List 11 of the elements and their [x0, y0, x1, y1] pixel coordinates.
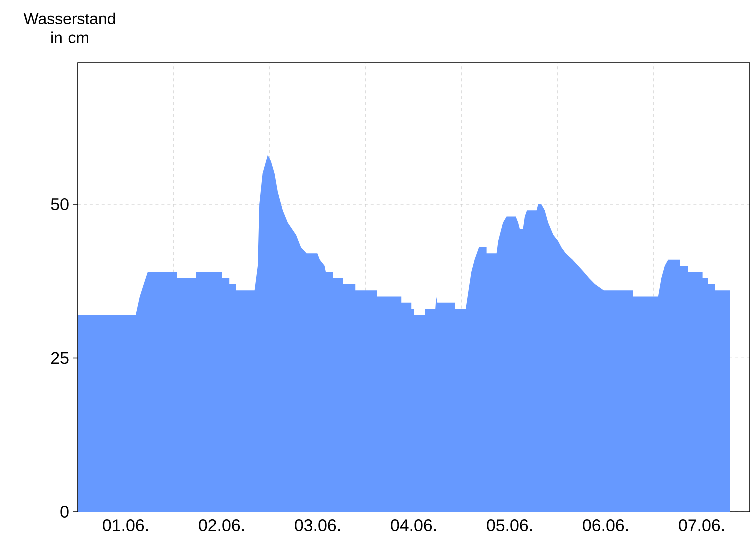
y-tick-label: 25 [52, 352, 69, 364]
x-tick-label: 07.06. [679, 520, 724, 532]
x-tick-label: 04.06. [391, 520, 436, 532]
y-tick-label: 0 [60, 506, 69, 518]
x-tick-label: 05.06. [487, 520, 532, 532]
y-tick-label: 50 [51, 198, 69, 210]
x-tick-label: 03.06. [295, 520, 340, 532]
x-tick-label: 01.06. [103, 520, 148, 532]
x-tick-label: 02.06. [199, 520, 244, 532]
x-tick-label: 06.06. [583, 520, 628, 532]
y-axis-title: Wasserstand in cm [24, 12, 116, 44]
